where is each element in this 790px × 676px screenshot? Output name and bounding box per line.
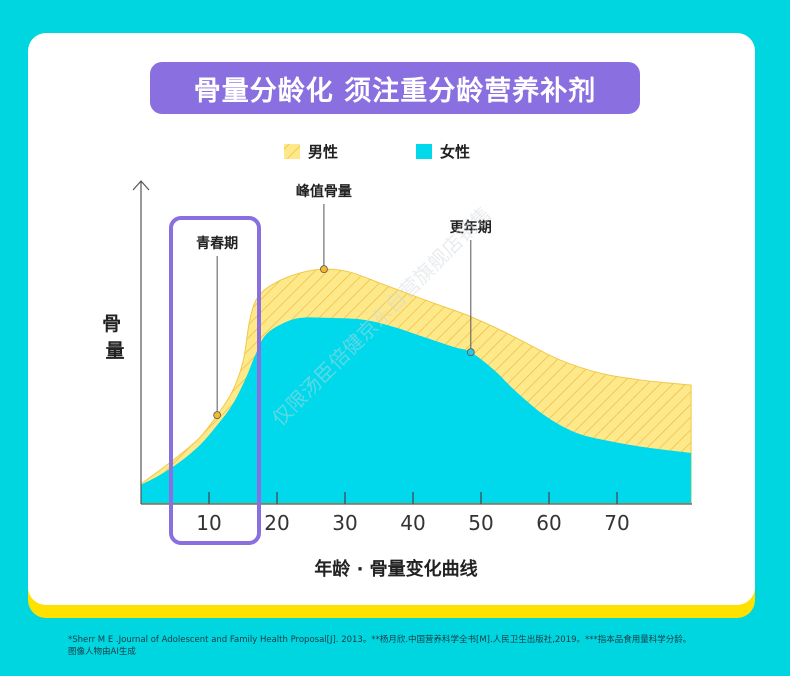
legend: 男性 女性	[284, 143, 470, 161]
annotation-label: 峰值骨量	[296, 183, 352, 200]
x-tick-label: 30	[332, 511, 357, 535]
x-tick-label: 60	[536, 511, 561, 535]
footnote: *Sherr M E .Journal of Adolescent and Fa…	[68, 634, 691, 658]
footnote-references: *Sherr M E .Journal of Adolescent and Fa…	[68, 635, 692, 645]
x-tick-label: 40	[400, 511, 425, 535]
legend-label-female: 女性	[440, 143, 470, 161]
footnote-ai-notice: 图像人物由AI生成	[68, 647, 136, 657]
x-tick-label: 70	[604, 511, 629, 535]
y-axis-arrow-icon	[132, 180, 150, 191]
legend-swatch-female	[416, 144, 432, 159]
annotation-label: 更年期	[450, 219, 492, 236]
legend-label-male: 男性	[308, 143, 338, 161]
x-tick-label: 20	[264, 511, 289, 535]
page-title: 骨量分龄化 须注重分龄营养补剂	[150, 62, 640, 114]
puberty-highlight-box	[169, 216, 261, 545]
annotation-dot	[320, 265, 328, 274]
annotation-dot	[213, 411, 222, 420]
x-tick-label: 50	[468, 511, 493, 535]
axes	[132, 180, 692, 505]
annotation-label: 青春期	[196, 235, 238, 252]
y-label-char: 骨	[102, 313, 121, 335]
area-female	[141, 317, 692, 503]
x-axis-label: 年龄 · 骨量变化曲线	[314, 558, 477, 580]
legend-swatch-male	[284, 144, 300, 159]
y-label-char: 量	[105, 340, 124, 362]
annotation-dot	[466, 348, 475, 357]
y-axis-label: 骨 量	[102, 313, 128, 362]
x-tick-label: 10	[196, 511, 221, 535]
